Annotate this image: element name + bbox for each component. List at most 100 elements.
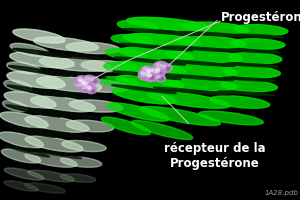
- Circle shape: [141, 71, 145, 74]
- Ellipse shape: [39, 57, 111, 71]
- Circle shape: [146, 72, 150, 75]
- Circle shape: [82, 82, 92, 89]
- Ellipse shape: [148, 92, 230, 108]
- Circle shape: [144, 75, 149, 78]
- Ellipse shape: [4, 92, 56, 108]
- Circle shape: [82, 81, 86, 84]
- Ellipse shape: [25, 136, 83, 152]
- Circle shape: [153, 61, 168, 71]
- Circle shape: [147, 70, 151, 73]
- Circle shape: [80, 85, 92, 93]
- Ellipse shape: [119, 43, 193, 51]
- Circle shape: [146, 69, 150, 72]
- Ellipse shape: [4, 80, 32, 92]
- Ellipse shape: [159, 63, 237, 77]
- Circle shape: [80, 78, 89, 84]
- Circle shape: [76, 78, 87, 85]
- Ellipse shape: [75, 80, 129, 92]
- Circle shape: [89, 88, 94, 91]
- Circle shape: [88, 77, 99, 84]
- Circle shape: [148, 75, 152, 77]
- Ellipse shape: [156, 74, 234, 81]
- Ellipse shape: [6, 105, 60, 117]
- Ellipse shape: [38, 70, 106, 78]
- Ellipse shape: [25, 153, 77, 167]
- Text: 1A28.pdb: 1A28.pdb: [265, 190, 298, 196]
- Ellipse shape: [126, 17, 210, 31]
- Circle shape: [158, 72, 163, 75]
- Circle shape: [75, 83, 85, 90]
- Ellipse shape: [112, 85, 176, 94]
- Ellipse shape: [114, 61, 186, 75]
- Circle shape: [149, 72, 154, 75]
- Circle shape: [141, 66, 152, 73]
- Circle shape: [80, 80, 83, 82]
- Ellipse shape: [231, 39, 285, 49]
- Ellipse shape: [60, 174, 96, 182]
- Ellipse shape: [234, 25, 288, 35]
- Ellipse shape: [111, 35, 153, 45]
- Circle shape: [85, 88, 89, 91]
- Ellipse shape: [0, 132, 44, 148]
- Circle shape: [141, 73, 146, 76]
- Circle shape: [87, 83, 91, 85]
- Ellipse shape: [4, 145, 50, 157]
- Circle shape: [144, 68, 155, 75]
- Ellipse shape: [101, 77, 139, 87]
- Circle shape: [149, 76, 155, 80]
- Circle shape: [83, 75, 95, 83]
- Circle shape: [152, 70, 156, 74]
- Circle shape: [80, 80, 92, 88]
- Ellipse shape: [26, 148, 82, 159]
- Circle shape: [153, 66, 166, 75]
- Circle shape: [85, 77, 89, 79]
- Ellipse shape: [34, 109, 98, 119]
- Circle shape: [90, 88, 94, 91]
- Circle shape: [143, 72, 158, 82]
- Ellipse shape: [176, 32, 244, 36]
- Circle shape: [82, 79, 85, 81]
- Ellipse shape: [10, 43, 50, 57]
- Ellipse shape: [10, 52, 74, 68]
- Circle shape: [145, 73, 157, 81]
- Circle shape: [90, 78, 94, 81]
- Circle shape: [153, 69, 165, 77]
- Ellipse shape: [167, 46, 241, 52]
- Ellipse shape: [114, 57, 186, 65]
- Ellipse shape: [153, 87, 231, 95]
- Ellipse shape: [107, 103, 169, 121]
- Ellipse shape: [222, 77, 276, 81]
- Circle shape: [75, 76, 88, 84]
- Ellipse shape: [7, 62, 41, 74]
- Ellipse shape: [4, 125, 55, 137]
- Ellipse shape: [34, 37, 98, 51]
- Circle shape: [157, 76, 160, 78]
- Circle shape: [88, 78, 92, 82]
- Ellipse shape: [62, 140, 106, 152]
- Circle shape: [78, 77, 82, 80]
- Circle shape: [146, 67, 159, 75]
- Ellipse shape: [8, 66, 70, 76]
- Circle shape: [159, 63, 172, 72]
- Circle shape: [146, 69, 150, 72]
- Circle shape: [155, 68, 160, 71]
- Circle shape: [156, 69, 160, 71]
- Circle shape: [148, 74, 153, 77]
- Circle shape: [82, 84, 86, 87]
- Ellipse shape: [101, 117, 151, 135]
- Ellipse shape: [105, 49, 147, 59]
- Ellipse shape: [112, 88, 176, 104]
- Ellipse shape: [4, 181, 38, 191]
- Ellipse shape: [183, 22, 249, 34]
- Ellipse shape: [113, 71, 181, 79]
- Ellipse shape: [39, 52, 105, 60]
- Circle shape: [143, 73, 148, 76]
- Circle shape: [88, 87, 91, 89]
- Ellipse shape: [232, 34, 284, 38]
- Circle shape: [159, 65, 165, 69]
- Ellipse shape: [220, 80, 278, 92]
- Ellipse shape: [228, 52, 282, 64]
- Ellipse shape: [140, 106, 220, 126]
- Ellipse shape: [199, 111, 263, 125]
- Circle shape: [150, 76, 154, 79]
